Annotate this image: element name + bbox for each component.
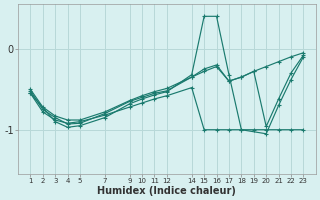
X-axis label: Humidex (Indice chaleur): Humidex (Indice chaleur) xyxy=(98,186,236,196)
